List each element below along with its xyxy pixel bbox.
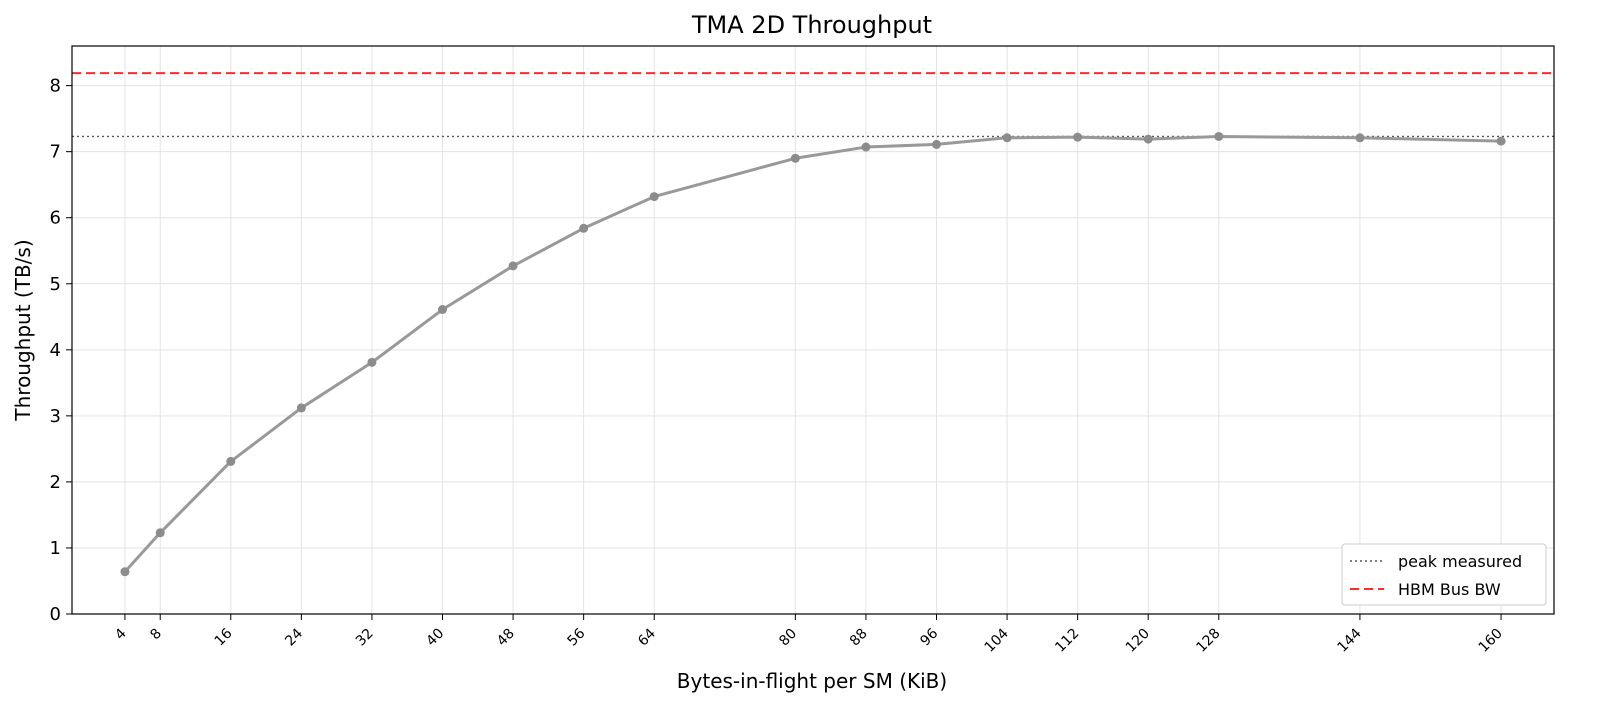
x-tick-label: 4: [112, 625, 130, 643]
x-tick-label: 8: [147, 626, 165, 644]
y-tick-label: 7: [50, 142, 61, 163]
data-point: [226, 456, 236, 466]
data-point: [861, 142, 871, 152]
x-tick-label: 160: [1476, 626, 1506, 656]
data-point: [1002, 133, 1012, 143]
x-tick-label: 104: [982, 625, 1012, 655]
x-axis-ticks: 4 8 16 24 32 40 48 56 64 80 88 96 104 112 120 128 144 160: [112, 614, 1506, 656]
x-tick-label: 40: [423, 626, 447, 650]
y-tick-label: 0: [50, 604, 61, 625]
data-point: [296, 403, 306, 413]
x-tick-label: 16: [212, 625, 236, 649]
x-tick-label: 48: [494, 626, 518, 650]
x-tick-label: 96: [917, 625, 941, 649]
y-axis-ticks: 0 1 2 3 4 5 6 7 8: [50, 76, 72, 625]
x-tick-label: 112: [1052, 626, 1082, 656]
x-tick-label: 144: [1335, 625, 1365, 655]
x-tick-label: 24: [282, 625, 306, 649]
x-axis-label: Bytes-in-flight per SM (KiB): [677, 669, 947, 693]
legend: peak measured HBM Bus BW: [1341, 543, 1547, 606]
series-line: [123, 134, 1502, 573]
data-point: [932, 139, 941, 149]
data-point: [1143, 134, 1153, 144]
legend-box: [1341, 543, 1547, 606]
x-tick-label: 56: [565, 625, 589, 649]
data-point: [1496, 136, 1506, 146]
y-tick-label: 2: [50, 472, 61, 493]
y-tick-label: 8: [50, 76, 61, 97]
chart-title: TMA 2D Throughput: [691, 11, 932, 39]
x-tick-label: 128: [1193, 626, 1223, 656]
data-point: [649, 192, 659, 202]
grid: [72, 46, 1554, 615]
data-point: [367, 357, 377, 367]
legend-label: HBM Bus BW: [1398, 580, 1501, 599]
data-point: [120, 567, 130, 577]
data-point: [155, 528, 165, 538]
reference-lines: [72, 72, 1554, 138]
data-point: [508, 261, 518, 271]
x-tick-label: 64: [635, 625, 659, 649]
data-point: [1073, 132, 1083, 142]
y-tick-label: 1: [50, 538, 61, 559]
data-point: [790, 153, 800, 163]
y-axis-label: Throughput (TB/s): [11, 239, 35, 421]
series: [120, 131, 1506, 577]
plot-frame: [71, 45, 1555, 615]
legend-label: peak measured: [1398, 552, 1522, 571]
data-point: [579, 223, 589, 233]
data-point: [1355, 133, 1365, 143]
data-point: [1214, 131, 1224, 141]
data-point: [438, 305, 447, 315]
x-tick-label: 88: [847, 626, 871, 650]
x-tick-label: 80: [776, 626, 800, 650]
x-tick-label: 120: [1123, 626, 1153, 656]
y-tick-label: 3: [50, 406, 61, 427]
x-tick-label: 32: [353, 626, 377, 650]
y-tick-label: 6: [50, 208, 61, 229]
y-tick-label: 5: [50, 274, 61, 295]
y-tick-label: 4: [50, 340, 61, 361]
